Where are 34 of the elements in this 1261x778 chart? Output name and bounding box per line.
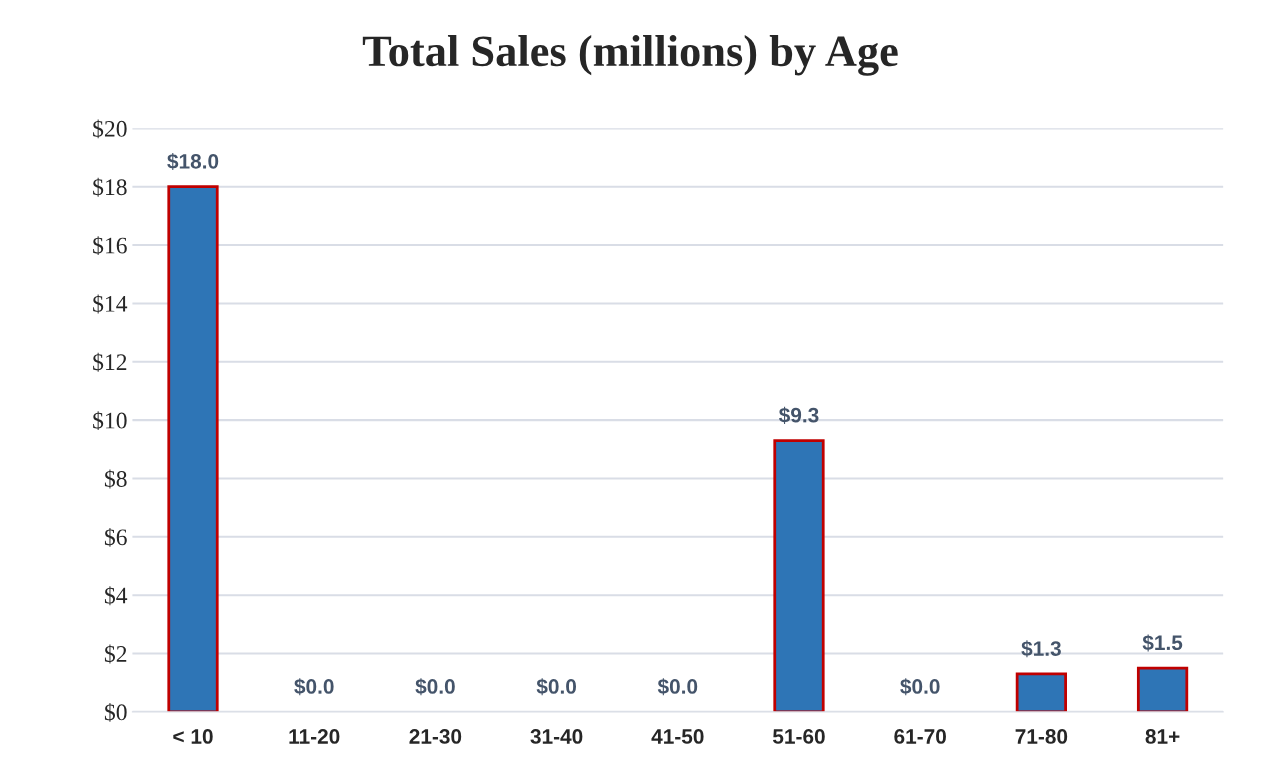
y-tick-label: $14 <box>93 294 128 314</box>
x-tick-label: 21-30 <box>409 729 462 744</box>
y-tick-label: $6 <box>104 527 127 547</box>
y-tick-label: $4 <box>104 586 128 606</box>
bar <box>1015 672 1068 712</box>
data-label: $0.0 <box>657 678 698 696</box>
x-tick-label: 61-70 <box>894 729 946 744</box>
x-tick-label: 71-80 <box>1015 729 1068 744</box>
bar <box>1136 666 1189 712</box>
data-label: $0.0 <box>415 678 455 696</box>
y-tick-label: $8 <box>104 469 127 489</box>
y-tick-label: $16 <box>93 236 127 256</box>
x-tick-label: 81+ <box>1145 729 1180 744</box>
data-label: $1.3 <box>1021 640 1061 658</box>
bar <box>167 185 219 712</box>
y-tick-label: $0 <box>104 702 127 722</box>
data-label: $18.0 <box>167 153 219 171</box>
x-tick-label: 31-40 <box>530 729 583 744</box>
y-tick-label: $18 <box>93 177 127 197</box>
x-tick-label: < 10 <box>173 729 213 744</box>
chart-title: Total Sales (millions) by Age <box>362 35 898 76</box>
data-label: $9.3 <box>778 406 819 424</box>
x-tick-label: 11-20 <box>289 729 340 744</box>
data-label: $0.0 <box>294 678 334 696</box>
data-label: $0.0 <box>536 678 577 696</box>
bar <box>773 439 825 712</box>
data-label: $0.0 <box>900 678 940 696</box>
y-tick-label: $12 <box>93 352 127 372</box>
y-tick-label: $2 <box>104 644 127 664</box>
y-tick-label: $20 <box>93 119 127 139</box>
x-tick-label: 51-60 <box>772 729 825 744</box>
y-tick-label: $10 <box>93 411 127 431</box>
x-tick-label: 41-50 <box>651 729 704 744</box>
data-label: $1.5 <box>1142 634 1183 652</box>
